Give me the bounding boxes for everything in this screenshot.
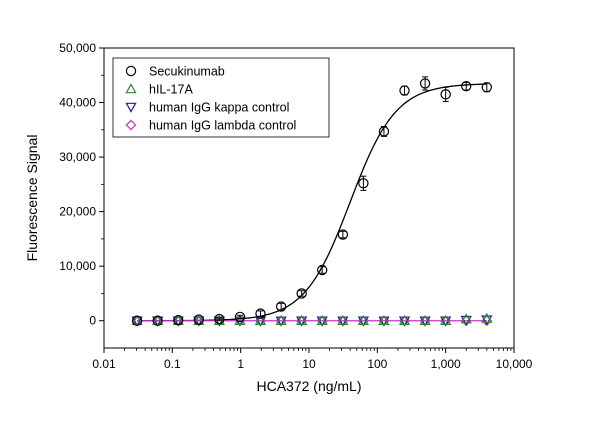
legend-human-igg-kappa-control-marker — [125, 102, 137, 113]
axes-layer: 0.01 0.1 1 10 100 1,000 10,000 0 10,000 20,000 30,… — [59, 41, 532, 371]
x-tick-label: 0.01 — [92, 357, 116, 371]
secukinumab-point — [481, 82, 493, 93]
secukinumab-point — [193, 314, 205, 325]
legend-human-igg-kappa-control-label: human IgG kappa control — [149, 101, 289, 115]
legend-human-igg-lambda-control-label: human IgG lambda control — [149, 119, 296, 133]
hil-17a-point — [378, 314, 390, 326]
secukinumab-point — [152, 315, 163, 326]
hil-17a-point — [419, 314, 431, 326]
legend: Secukinumab hIL-17A human IgG kappa contro… — [112, 57, 330, 138]
hil-17a-point — [131, 314, 143, 326]
secukinumab-point — [440, 89, 451, 100]
x-tick-label: 0.1 — [164, 357, 181, 371]
x-tick-label: 1,000 — [431, 357, 461, 371]
hil-17a-point — [440, 314, 452, 326]
secukinumab-point — [378, 126, 390, 137]
legend-box — [112, 57, 330, 138]
legend-secukinumab-label: Secukinumab — [149, 65, 225, 79]
y-tick-label: 40,000 — [59, 96, 96, 110]
hil-17a-point — [316, 314, 328, 326]
legend-human-igg-lambda-control-marker — [125, 119, 137, 131]
human-igg-kappa-control-point — [460, 315, 472, 327]
hil-17a-point — [460, 313, 472, 324]
y-tick-label: 30,000 — [59, 150, 96, 164]
hil-17a-point — [234, 314, 246, 326]
secukinumab-point — [296, 288, 307, 299]
secukinumab-point — [461, 80, 472, 92]
data-points-layer — [131, 76, 493, 327]
hil-17a-point — [337, 314, 349, 326]
legend-secukinumab-marker — [125, 65, 137, 77]
y-tick-label: 10,000 — [59, 259, 96, 273]
y-axis-title: Fluorescence Signal — [24, 135, 40, 262]
x-tick-label: 10,000 — [496, 357, 533, 371]
secukinumab-point — [358, 178, 369, 189]
secukinumab-point — [173, 314, 184, 326]
x-axis-title: HCA372 (ng/mL) — [256, 378, 361, 394]
legend-hil-17a-label: hIL-17A — [149, 83, 193, 97]
hil-17a-point — [152, 314, 164, 326]
secukinumab-point — [419, 78, 431, 89]
hil-17a-point — [481, 312, 493, 323]
secukinumab-point — [131, 315, 143, 326]
x-tick-label: 10 — [302, 357, 316, 371]
hil-17a-point — [296, 314, 308, 326]
human-igg-kappa-control-point — [481, 315, 493, 326]
secukinumab-point — [275, 301, 287, 312]
hil-17a-point — [398, 314, 411, 326]
legend-hil-17a-marker — [125, 83, 137, 94]
hil-17a-point — [254, 314, 267, 326]
y-tick-label: 0 — [89, 314, 96, 328]
hil-17a-point — [275, 314, 287, 326]
x-tick-label: 100 — [367, 357, 387, 371]
x-tick-label: 1 — [237, 357, 244, 371]
secukinumab-point — [255, 308, 266, 319]
secukinumab-point — [316, 264, 328, 276]
secukinumab-point — [337, 229, 349, 240]
y-tick-label: 50,000 — [59, 41, 96, 55]
secukinumab-point — [214, 313, 225, 325]
fit-curves-layer — [137, 83, 487, 322]
y-tick-label: 20,000 — [59, 205, 96, 219]
hil-17a-point — [357, 314, 370, 326]
secukinumab-point — [234, 311, 246, 323]
secukinumab-point — [399, 85, 410, 96]
